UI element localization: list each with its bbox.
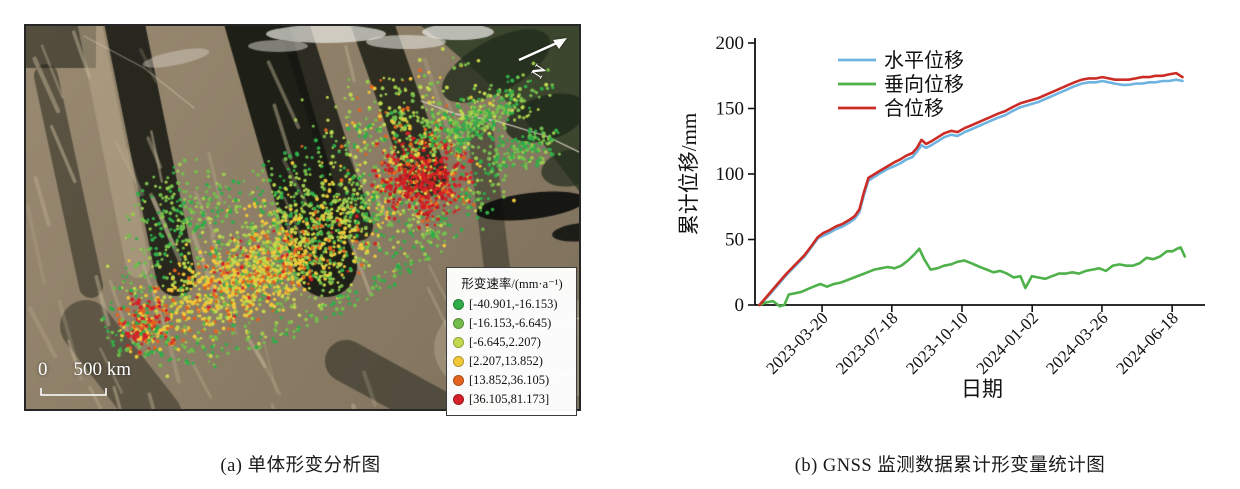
x-tick-label: 2023-07-18 bbox=[832, 308, 902, 378]
y-axis-title: 累计位移/mm bbox=[677, 113, 701, 236]
legend-label: 水平位移 bbox=[884, 49, 964, 72]
y-tick-label: 150 bbox=[716, 99, 745, 120]
legend-range-label: [13.852,36.105) bbox=[469, 373, 550, 387]
map-legend-title: 形变速率/(mm·a⁻¹) bbox=[461, 277, 563, 291]
map-legend-item: [2.207,13.852) bbox=[453, 352, 571, 371]
series-horizontal-displacement bbox=[758, 78, 1184, 307]
x-tick-label: 2024-03-26 bbox=[1042, 308, 1112, 378]
y-tick-label: 200 bbox=[716, 33, 745, 54]
x-tick-label: 2023-03-20 bbox=[762, 308, 832, 378]
map-legend-item: [-16.153,-6.645) bbox=[453, 314, 571, 333]
north-arrow-icon: N bbox=[518, 38, 567, 81]
y-tick-label: 0 bbox=[735, 295, 745, 316]
series-vertical-displacement bbox=[758, 246, 1187, 308]
caption-b: (b) GNSS 监测数据累计形变量统计图 bbox=[794, 456, 1106, 476]
legend-swatch-icon bbox=[453, 337, 464, 348]
legend-swatch-icon bbox=[453, 356, 464, 367]
deformation-map-panel: N 0 500 km 形变速率/(mm·a⁻¹) [-40.901,-16.15… bbox=[24, 24, 581, 416]
map-legend-item: [36.105,81.173] bbox=[453, 390, 571, 409]
x-tick-label: 2023-10-10 bbox=[902, 308, 972, 378]
legend-label: 合位移 bbox=[884, 97, 944, 120]
scale-distance-label: 500 km bbox=[73, 359, 132, 380]
map-legend: 形变速率/(mm·a⁻¹) [-40.901,-16.153) [-16.153,… bbox=[446, 267, 577, 416]
legend-swatch-icon bbox=[453, 394, 464, 405]
legend-swatch-icon bbox=[453, 375, 464, 386]
x-axis-title: 日期 bbox=[961, 377, 1003, 401]
map-legend-item: [13.852,36.105) bbox=[453, 371, 571, 390]
scale-zero-label: 0 bbox=[38, 359, 48, 380]
y-tick-label: 100 bbox=[716, 164, 745, 185]
svg-text:N: N bbox=[527, 60, 550, 81]
caption-a: (a) 单体形变分析图 bbox=[220, 456, 381, 476]
legend-label: 垂向位移 bbox=[884, 73, 964, 96]
map-legend-item: [-6.645,2.207) bbox=[453, 333, 571, 352]
legend-swatch-icon bbox=[453, 318, 464, 329]
x-tick-label: 2024-06-18 bbox=[1112, 308, 1182, 378]
scale-bar-line bbox=[40, 388, 107, 396]
gnss-line-chart: 0 50 100 150 200 2023-03-20 2023-07-18 2023-10-… bbox=[677, 33, 1205, 401]
legend-range-label: [36.105,81.173] bbox=[469, 392, 550, 406]
series-total-displacement bbox=[758, 71, 1184, 307]
legend-swatch-icon bbox=[453, 299, 464, 310]
legend-range-label: [-6.645,2.207) bbox=[469, 335, 541, 349]
y-tick-label: 50 bbox=[725, 230, 744, 251]
legend-range-label: [-40.901,-16.153) bbox=[469, 297, 558, 311]
scale-bar: 0 500 km bbox=[38, 359, 131, 403]
legend-range-label: [2.207,13.852) bbox=[469, 354, 543, 368]
map-legend-item: [-40.901,-16.153) bbox=[453, 295, 571, 314]
x-tick-label: 2024-01-02 bbox=[973, 308, 1043, 378]
legend-range-label: [-16.153,-6.645) bbox=[469, 316, 552, 330]
